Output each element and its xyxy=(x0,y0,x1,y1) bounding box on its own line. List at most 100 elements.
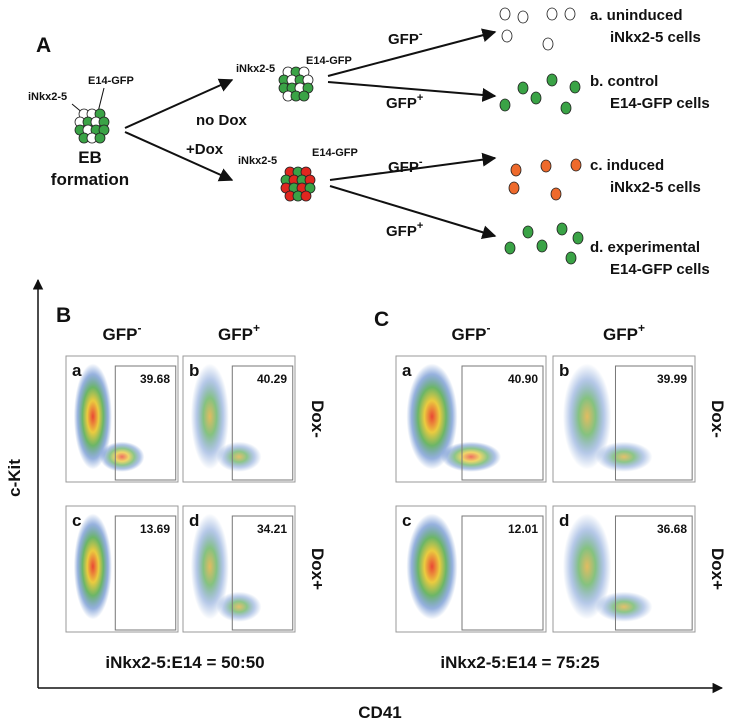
gate-value: 40.90 xyxy=(508,372,538,386)
gate-value: 34.21 xyxy=(257,522,287,536)
sign: + xyxy=(417,220,423,232)
gate-label: GFP- xyxy=(388,156,423,176)
row-label: Dox- xyxy=(308,400,327,438)
column-header: GFP- xyxy=(452,321,491,344)
gate: GFP xyxy=(103,325,138,344)
cell-label: E14-GFP xyxy=(306,55,352,67)
cell xyxy=(517,81,529,95)
outcome-title: d. experimental xyxy=(590,239,700,256)
gate xyxy=(231,515,294,631)
cell xyxy=(542,37,554,51)
arrow xyxy=(124,131,234,182)
gate-value: 13.69 xyxy=(140,522,170,536)
cell xyxy=(569,80,581,94)
arrow xyxy=(124,78,234,129)
plot-letter: c xyxy=(402,511,411,530)
y-axis-label: c-Kit xyxy=(5,459,24,497)
panel-label: A xyxy=(36,34,51,57)
sign: - xyxy=(486,321,490,335)
cell xyxy=(550,187,562,201)
cell xyxy=(546,73,558,87)
outcome-subtitle: iNkx2-5 cells xyxy=(610,179,701,196)
gate: GFP xyxy=(603,325,638,344)
cell-label: E14-GFP xyxy=(88,75,134,87)
ratio-caption: iNkx2-5:E14 = 75:25 xyxy=(440,653,599,672)
eb-caption: formation xyxy=(51,170,129,189)
gate-value: 39.99 xyxy=(657,372,687,386)
leader xyxy=(97,87,105,113)
cell xyxy=(94,132,106,144)
cell xyxy=(522,225,534,239)
cell-label: iNkx2-5 xyxy=(236,63,275,75)
gate-label: GFP- xyxy=(388,28,423,48)
gate: GFP xyxy=(386,95,417,112)
arrow xyxy=(327,81,497,102)
density xyxy=(190,513,229,620)
column-header: GFP- xyxy=(103,321,142,344)
density xyxy=(441,441,501,472)
plot-letter: b xyxy=(559,361,569,380)
cell-label: iNkx2-5 xyxy=(238,155,277,167)
gate-value: 36.68 xyxy=(657,522,687,536)
density xyxy=(73,513,112,620)
ratio-caption: iNkx2-5:E14 = 50:50 xyxy=(105,653,264,672)
cell xyxy=(501,29,513,43)
density xyxy=(190,363,229,470)
gate-value: 12.01 xyxy=(508,522,538,536)
cell xyxy=(565,251,577,265)
cell xyxy=(560,101,572,115)
cell xyxy=(508,181,520,195)
gate: GFP xyxy=(388,31,419,48)
sign: - xyxy=(419,156,423,168)
gate: GFP xyxy=(452,325,487,344)
outcome-title: a. uninduced xyxy=(590,7,683,24)
arrow xyxy=(329,185,497,240)
density xyxy=(406,363,458,470)
cell xyxy=(298,90,310,102)
panel-label: C xyxy=(374,308,389,331)
cell xyxy=(499,98,511,112)
cell xyxy=(540,159,552,173)
gate xyxy=(614,515,693,631)
cell xyxy=(564,7,576,21)
column-header: GFP+ xyxy=(218,321,260,344)
arrow xyxy=(327,28,497,77)
outcome-title: b. control xyxy=(590,73,658,90)
density xyxy=(595,591,653,622)
sign: - xyxy=(137,321,141,335)
sign: + xyxy=(417,92,423,104)
cell xyxy=(499,7,511,21)
arrow xyxy=(329,152,497,181)
panel-label: B xyxy=(56,304,71,327)
density xyxy=(562,363,612,470)
cell xyxy=(300,190,312,202)
condition: +Dox xyxy=(186,141,224,158)
outcome-subtitle: E14-GFP cells xyxy=(610,261,710,278)
density xyxy=(99,441,145,472)
plot-letter: b xyxy=(189,361,199,380)
density xyxy=(406,513,458,620)
row-label: Dox- xyxy=(708,400,727,438)
cell xyxy=(536,239,548,253)
gate xyxy=(231,365,294,481)
gate xyxy=(461,365,544,481)
gate-value: 39.68 xyxy=(140,372,170,386)
density xyxy=(562,513,612,620)
gate-label: GFP+ xyxy=(386,92,423,112)
outcome-subtitle: iNkx2-5 cells xyxy=(610,29,701,46)
outcome-title: c. induced xyxy=(590,157,664,174)
column-header: GFP+ xyxy=(603,321,645,344)
eb-caption: EB xyxy=(78,148,102,167)
outcome-subtitle: E14-GFP cells xyxy=(610,95,710,112)
sign: - xyxy=(419,28,423,40)
cell xyxy=(546,7,558,21)
condition: no Dox xyxy=(196,112,247,129)
cell xyxy=(510,163,522,177)
density xyxy=(73,363,112,470)
plot-letter: a xyxy=(72,361,82,380)
row-label: Dox+ xyxy=(308,548,327,590)
cell xyxy=(572,231,584,245)
gate: GFP xyxy=(388,159,419,176)
cell xyxy=(556,222,568,236)
